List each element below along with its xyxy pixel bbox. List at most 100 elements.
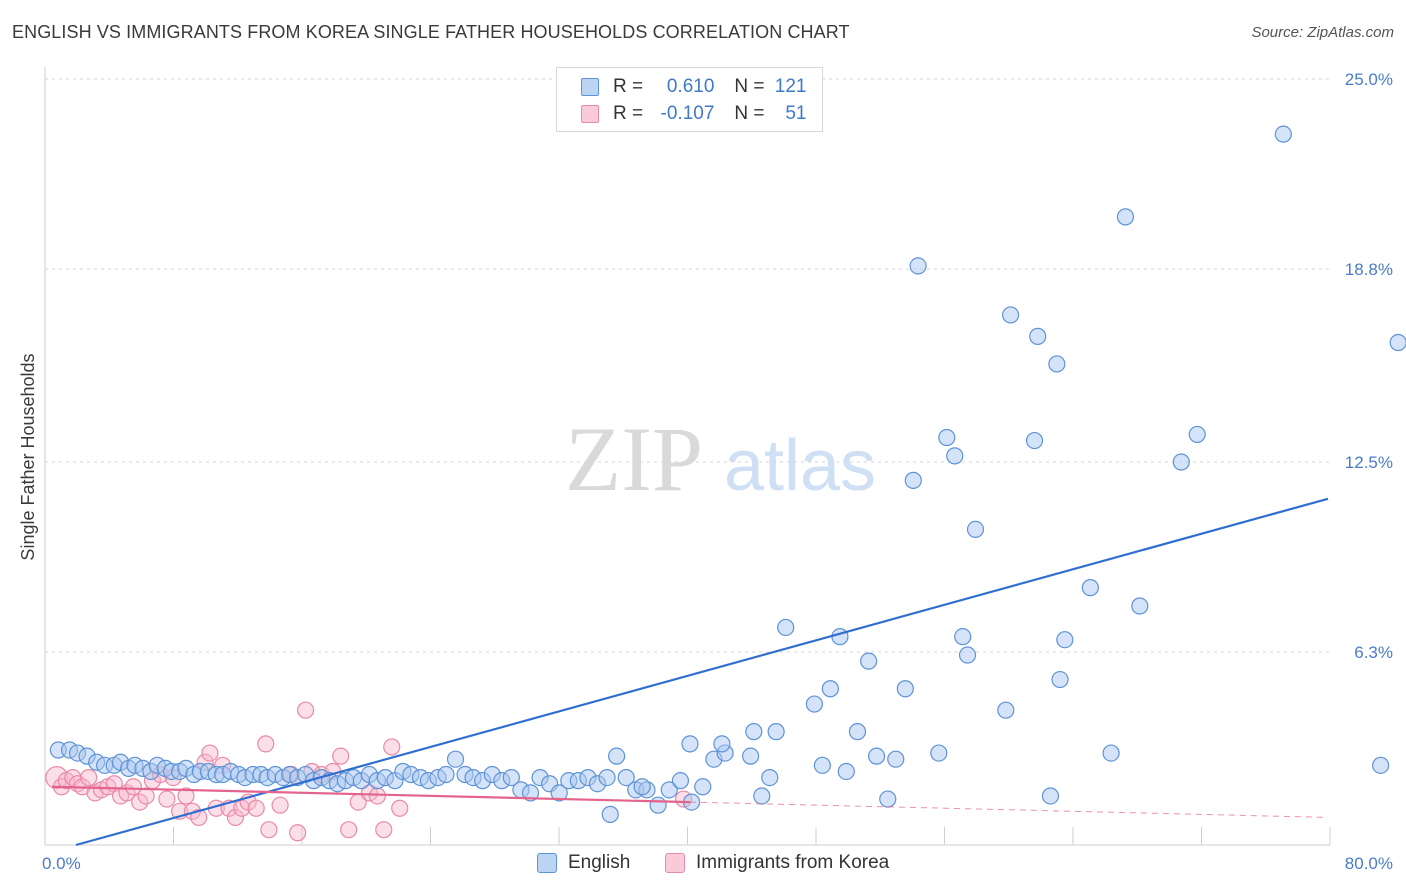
english-point-121 <box>1274 125 1292 143</box>
korea-point-18 <box>158 790 176 808</box>
korea-point-46 <box>368 787 386 805</box>
tick-labels: 6.3% 12.5% 18.8% 25.0% 0.0% 80.0% <box>42 70 1393 873</box>
legend-r-label: R = <box>613 103 644 124</box>
english-point-116 <box>1102 744 1120 762</box>
korea-point-35 <box>271 796 289 814</box>
english-point-104 <box>954 628 972 646</box>
y-tick-label-0: 6.3% <box>1354 643 1393 662</box>
english-point-79 <box>633 778 651 796</box>
x-tick-label-min: 0.0% <box>42 854 81 873</box>
english-point-85 <box>777 618 795 637</box>
english-point-118 <box>1131 597 1149 615</box>
korea-point-42 <box>332 747 350 765</box>
english-point-98 <box>896 680 914 698</box>
legend-r-label: R = <box>613 76 644 97</box>
english-point-113 <box>1051 670 1069 689</box>
english-point-80 <box>681 735 699 753</box>
english-point-123 <box>1372 756 1390 774</box>
watermark-zip: ZIP <box>565 408 703 510</box>
legend-r-value-english: 0.610 <box>666 76 715 97</box>
series-legend-english[interactable]: English <box>537 852 630 874</box>
korea-point-37 <box>289 824 307 842</box>
english-point-75 <box>694 778 712 796</box>
english-point-93 <box>848 723 867 741</box>
english-point-99 <box>909 257 927 275</box>
x-tick-label-max: 80.0% <box>1345 854 1393 873</box>
korea-trend-extension <box>689 801 1329 818</box>
english-point-49 <box>437 765 455 784</box>
trend-lines <box>51 497 1329 847</box>
watermark: ZIP atlas <box>565 408 876 510</box>
english-point-83 <box>753 787 771 805</box>
english-point-101 <box>930 744 948 762</box>
series-label-korea: Immigrants from Korea <box>696 852 890 873</box>
watermark-atlas: atlas <box>724 426 876 506</box>
y-tick-label-2: 18.8% <box>1345 260 1393 279</box>
korea-point-33 <box>260 821 278 839</box>
korea-point-48 <box>383 738 401 756</box>
legend-n-label: N = <box>734 103 765 124</box>
english-point-61 <box>550 784 568 802</box>
english-point-82 <box>745 723 763 741</box>
english-point-92 <box>837 762 855 781</box>
english-point-87 <box>767 723 785 741</box>
english-point-86 <box>742 747 760 765</box>
english-point-105 <box>958 646 977 664</box>
english-points <box>49 125 1406 823</box>
english-point-56 <box>502 768 520 787</box>
english-point-50 <box>446 750 465 768</box>
y-axis-label: Single Father Households <box>18 353 38 560</box>
english-point-78 <box>601 805 619 823</box>
english-point-114 <box>1056 631 1074 649</box>
source-label: Source: ZipAtlas.com <box>1251 24 1394 41</box>
english-point-84 <box>761 768 779 787</box>
english-point-108 <box>1001 306 1020 324</box>
english-point-94 <box>860 652 878 670</box>
english-point-110 <box>1029 327 1047 345</box>
english-point-107 <box>997 701 1015 719</box>
series-legend-korea[interactable]: Immigrants from Korea <box>665 852 889 874</box>
english-point-96 <box>879 790 897 808</box>
korea-point-49 <box>391 799 409 817</box>
english-point-120 <box>1188 425 1206 444</box>
legend-swatch-english <box>581 78 599 96</box>
y-tick-label-3: 25.0% <box>1345 70 1393 89</box>
series-legend: English Immigrants from Korea <box>0 852 1406 878</box>
english-point-81 <box>713 735 731 753</box>
korea-point-6 <box>80 768 98 787</box>
legend-row-english: R = 0.610 N = 121 <box>581 75 807 99</box>
korea-point-38 <box>297 701 315 719</box>
series-swatch-english <box>537 853 557 873</box>
english-point-117 <box>1116 208 1135 226</box>
english-point-71 <box>649 796 667 814</box>
english-point-106 <box>966 520 985 539</box>
english-point-97 <box>887 750 905 768</box>
english-point-95 <box>868 747 886 765</box>
legend-row-korea: R = -0.107 N = 51 <box>581 102 807 126</box>
english-point-102 <box>938 428 956 447</box>
korea-point-14 <box>131 793 149 811</box>
english-point-112 <box>1048 355 1066 373</box>
korea-point-13 <box>124 778 142 796</box>
english-point-72 <box>660 781 678 799</box>
english-trend-line <box>75 497 1329 847</box>
grid-lines <box>45 78 1330 653</box>
english-point-100 <box>904 471 922 489</box>
english-point-122 <box>1389 333 1406 352</box>
korea-point-0 <box>45 765 69 790</box>
series-label-english: English <box>568 852 631 873</box>
legend-n-value-english: 121 <box>774 76 807 97</box>
korea-point-47 <box>375 821 393 839</box>
axes <box>44 67 1331 846</box>
english-point-67 <box>608 747 626 765</box>
korea-point-23 <box>190 808 208 827</box>
korea-point-34 <box>257 735 275 753</box>
english-point-111 <box>1041 787 1060 805</box>
legend-swatch-korea <box>581 105 599 123</box>
legend-n-label: N = <box>734 76 765 97</box>
english-point-88 <box>805 695 824 713</box>
korea-point-25 <box>201 744 219 762</box>
english-point-89 <box>813 756 831 774</box>
chart-title: ENGLISH VS IMMIGRANTS FROM KOREA SINGLE … <box>12 22 850 42</box>
